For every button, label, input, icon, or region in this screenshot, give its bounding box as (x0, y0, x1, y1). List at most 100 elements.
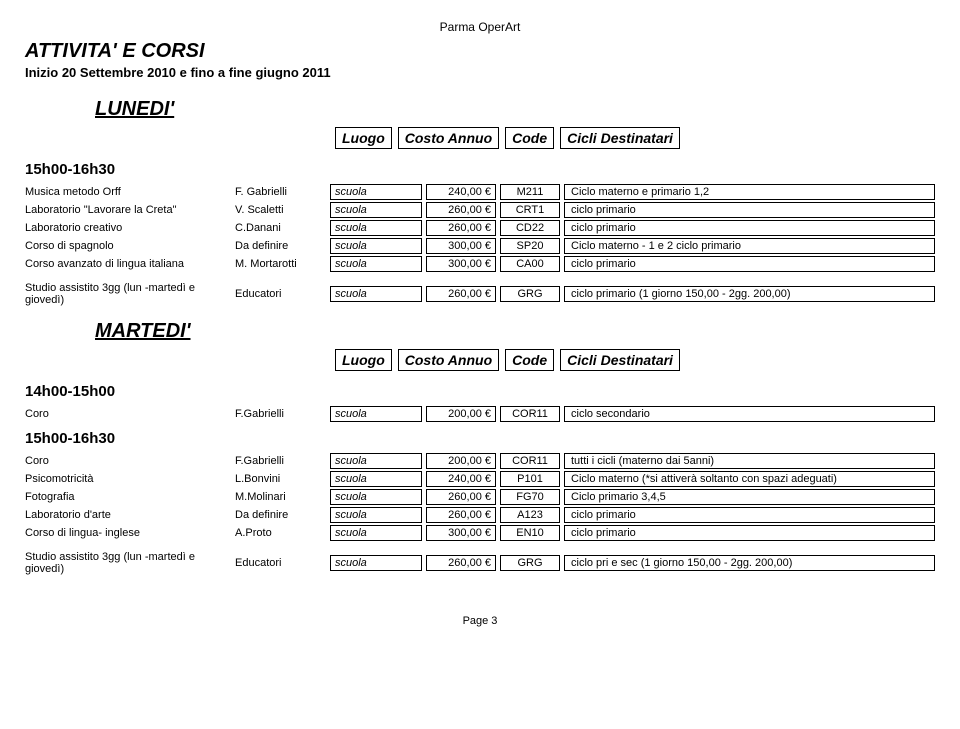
row-name: Laboratorio d'arte (25, 509, 235, 521)
row-teacher: M.Molinari (235, 491, 330, 503)
row-teacher: C.Danani (235, 222, 330, 234)
row-name: Musica metodo Orff (25, 186, 235, 198)
row-code: CA00 (500, 256, 560, 272)
row-code: M211 (500, 184, 560, 200)
row-dest: ciclo primario (564, 256, 935, 272)
row-dest: tutti i cicli (materno dai 5anni) (564, 453, 935, 469)
row-dest: ciclo primario (564, 220, 935, 236)
row-name: Corso avanzato di lingua italiana (25, 258, 235, 270)
row-code: GRG (500, 555, 560, 571)
course-row: Corso di spagnoloDa definirescuola300,00… (25, 238, 935, 254)
row-code: CD22 (500, 220, 560, 236)
row-code: SP20 (500, 238, 560, 254)
header-luogo: Luogo (335, 349, 392, 371)
row-luogo: scuola (330, 453, 422, 469)
day-lunedi: LUNEDI' (95, 98, 935, 121)
row-name: Studio assistito 3gg (lun -martedì e gio… (25, 282, 235, 306)
row-teacher: A.Proto (235, 527, 330, 539)
row-costo: 300,00 € (426, 525, 496, 541)
row-luogo: scuola (330, 525, 422, 541)
row-luogo: scuola (330, 555, 422, 571)
row-code: GRG (500, 286, 560, 302)
course-row: Laboratorio "Lavorare la Creta"V. Scalet… (25, 202, 935, 218)
row-teacher: Da definire (235, 240, 330, 252)
row-costo: 260,00 € (426, 489, 496, 505)
column-headers: Luogo Costo Annuo Code Cicli Destinatari (335, 349, 935, 371)
row-costo: 260,00 € (426, 202, 496, 218)
course-row: Corso avanzato di lingua italianaM. Mort… (25, 256, 935, 272)
course-row: Laboratorio d'arteDa definirescuola260,0… (25, 507, 935, 523)
row-code: P101 (500, 471, 560, 487)
row-code: COR11 (500, 406, 560, 422)
row-name: Studio assistito 3gg (lun -martedì e gio… (25, 551, 235, 575)
studio-row: Studio assistito 3gg (lun -martedì e gio… (25, 282, 935, 306)
row-luogo: scuola (330, 406, 422, 422)
row-luogo: scuola (330, 256, 422, 272)
time-slot: 14h00-15h00 (25, 383, 935, 400)
row-costo: 200,00 € (426, 453, 496, 469)
row-teacher: Educatori (235, 288, 330, 300)
course-row: Laboratorio creativoC.Dananiscuola260,00… (25, 220, 935, 236)
row-code: CRT1 (500, 202, 560, 218)
row-luogo: scuola (330, 489, 422, 505)
row-teacher: V. Scaletti (235, 204, 330, 216)
row-name: Psicomotricità (25, 473, 235, 485)
row-costo: 260,00 € (426, 555, 496, 571)
header-code: Code (505, 349, 554, 371)
header-costo: Costo Annuo (398, 349, 499, 371)
time-slot: 15h00-16h30 (25, 430, 935, 447)
row-dest: Ciclo primario 3,4,5 (564, 489, 935, 505)
row-luogo: scuola (330, 507, 422, 523)
row-teacher: Da definire (235, 509, 330, 521)
course-row: CoroF.Gabrielliscuola200,00 €COR11ciclo … (25, 406, 935, 422)
row-name: Coro (25, 455, 235, 467)
header-costo: Costo Annuo (398, 127, 499, 149)
row-luogo: scuola (330, 471, 422, 487)
row-luogo: scuola (330, 202, 422, 218)
row-name: Laboratorio "Lavorare la Creta" (25, 204, 235, 216)
row-costo: 240,00 € (426, 471, 496, 487)
row-luogo: scuola (330, 220, 422, 236)
row-teacher: F.Gabrielli (235, 408, 330, 420)
row-dest: Ciclo materno e primario 1,2 (564, 184, 935, 200)
row-teacher: Educatori (235, 557, 330, 569)
page-footer: Page 3 (25, 615, 935, 627)
row-dest: ciclo primario (564, 202, 935, 218)
header-dest: Cicli Destinatari (560, 349, 680, 371)
row-code: COR11 (500, 453, 560, 469)
org-name: Parma OperArt (25, 20, 935, 34)
column-headers: Luogo Costo Annuo Code Cicli Destinatari (335, 127, 935, 149)
row-dest: ciclo primario (1 giorno 150,00 - 2gg. 2… (564, 286, 935, 302)
row-costo: 260,00 € (426, 286, 496, 302)
row-dest: ciclo pri e sec (1 giorno 150,00 - 2gg. … (564, 555, 935, 571)
row-costo: 240,00 € (426, 184, 496, 200)
row-teacher: F. Gabrielli (235, 186, 330, 198)
day-martedi: MARTEDI' (95, 320, 935, 343)
row-costo: 260,00 € (426, 220, 496, 236)
row-name: Coro (25, 408, 235, 420)
row-code: A123 (500, 507, 560, 523)
course-row: Musica metodo OrffF. Gabrielliscuola240,… (25, 184, 935, 200)
row-dest: Ciclo materno - 1 e 2 ciclo primario (564, 238, 935, 254)
time-slot: 15h00-16h30 (25, 161, 935, 178)
row-costo: 260,00 € (426, 507, 496, 523)
course-row: PsicomotricitàL.Bonviniscuola240,00 €P10… (25, 471, 935, 487)
course-row: Corso di lingua- ingleseA.Protoscuola300… (25, 525, 935, 541)
course-row: FotografiaM.Molinariscuola260,00 €FG70Ci… (25, 489, 935, 505)
header-code: Code (505, 127, 554, 149)
row-name: Corso di lingua- inglese (25, 527, 235, 539)
row-luogo: scuola (330, 184, 422, 200)
row-costo: 300,00 € (426, 238, 496, 254)
row-dest: ciclo secondario (564, 406, 935, 422)
row-name: Laboratorio creativo (25, 222, 235, 234)
row-teacher: F.Gabrielli (235, 455, 330, 467)
header-dest: Cicli Destinatari (560, 127, 680, 149)
row-code: EN10 (500, 525, 560, 541)
row-costo: 200,00 € (426, 406, 496, 422)
row-name: Corso di spagnolo (25, 240, 235, 252)
row-teacher: L.Bonvini (235, 473, 330, 485)
main-title: ATTIVITA' E CORSI (25, 40, 935, 63)
row-dest: ciclo primario (564, 507, 935, 523)
row-luogo: scuola (330, 238, 422, 254)
row-luogo: scuola (330, 286, 422, 302)
